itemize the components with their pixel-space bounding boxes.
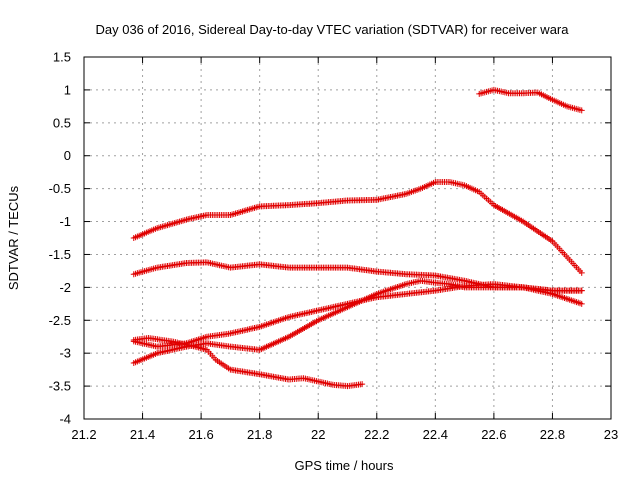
- data-point: [359, 381, 366, 388]
- chart-title: Day 036 of 2016, Sidereal Day-to-day VTE…: [95, 22, 569, 37]
- x-tick-label: 23: [604, 427, 618, 442]
- x-tick-label: 22: [311, 427, 325, 442]
- data-point: [578, 269, 585, 276]
- series-track-6: [476, 86, 585, 114]
- x-tick-label: 22.4: [423, 427, 448, 442]
- y-tick-label: -2.5: [49, 313, 71, 328]
- data-point: [578, 300, 585, 307]
- y-axis-label: SDTVAR / TECUs: [6, 185, 21, 290]
- y-tick-label: 0.5: [53, 115, 71, 130]
- x-tick-label: 22.8: [540, 427, 565, 442]
- y-tick-label: 1.5: [53, 50, 71, 65]
- x-tick-label: 21.8: [247, 427, 272, 442]
- x-axis-label: GPS time / hours: [295, 458, 394, 473]
- y-tick-label: -0.5: [49, 181, 71, 196]
- plot-frame: [83, 56, 612, 420]
- y-tick-label: -1: [59, 214, 71, 229]
- y-tick-label: -3.5: [49, 379, 71, 394]
- series-track-1: [130, 179, 585, 276]
- y-tick-label: 0: [64, 148, 71, 163]
- grid: [84, 57, 611, 419]
- series-track-3: [130, 281, 585, 350]
- data-point: [578, 287, 585, 294]
- series-track-5: [130, 335, 366, 390]
- y-tick-label: -4: [59, 412, 71, 427]
- x-tick-label: 21.6: [188, 427, 213, 442]
- x-tick-label: 22.6: [481, 427, 506, 442]
- x-tick-label: 21.2: [71, 427, 96, 442]
- axis-ticks: 21.2 21.4 21.6 21.8 22 22.2 22.4 22.6 22.8 23 1.5 1…: [49, 50, 619, 443]
- y-tick-label: -1.5: [49, 247, 71, 262]
- y-tick-label: 1: [64, 82, 71, 97]
- data-point: [578, 107, 585, 114]
- x-tick-label: 21.4: [130, 427, 155, 442]
- y-tick-label: -3: [59, 346, 71, 361]
- y-tick-label: -2: [59, 280, 71, 295]
- data-marks: [130, 86, 585, 390]
- series-track-4: [130, 277, 585, 367]
- x-tick-label: 22.2: [364, 427, 389, 442]
